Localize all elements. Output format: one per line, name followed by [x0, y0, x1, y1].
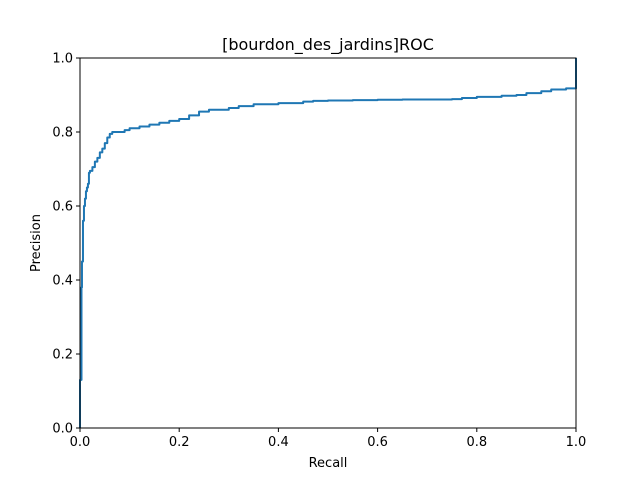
y-axis-ticks: 0.0 0.2 0.4 0.6 0.8 1.0 — [52, 52, 80, 437]
x-tick-label: 0.8 — [466, 435, 487, 450]
y-tick-label: 0.2 — [52, 348, 73, 363]
chart-title: [bourdon_des_jardins]ROC — [222, 35, 434, 55]
x-tick-label: 0.4 — [268, 435, 289, 450]
y-tick-label: 0.8 — [52, 126, 73, 141]
plot-line-group — [79, 58, 577, 428]
x-axis-ticks: 0.0 0.2 0.4 0.6 0.8 1.0 — [70, 428, 587, 450]
x-axis-label: Recall — [309, 456, 348, 471]
x-tick-label: 0.0 — [70, 435, 91, 450]
y-axis-label: Precision — [29, 214, 44, 272]
plot-area-frame — [79, 57, 577, 429]
x-tick-label: 1.0 — [566, 435, 587, 450]
x-tick-label: 0.2 — [169, 435, 190, 450]
y-tick-label: 1.0 — [52, 52, 73, 67]
series-line-0 — [79, 58, 577, 428]
y-tick-label: 0.4 — [52, 274, 73, 289]
y-tick-label: 0.0 — [52, 422, 73, 437]
y-tick-label: 0.6 — [52, 200, 73, 215]
x-tick-label: 0.6 — [367, 435, 388, 450]
